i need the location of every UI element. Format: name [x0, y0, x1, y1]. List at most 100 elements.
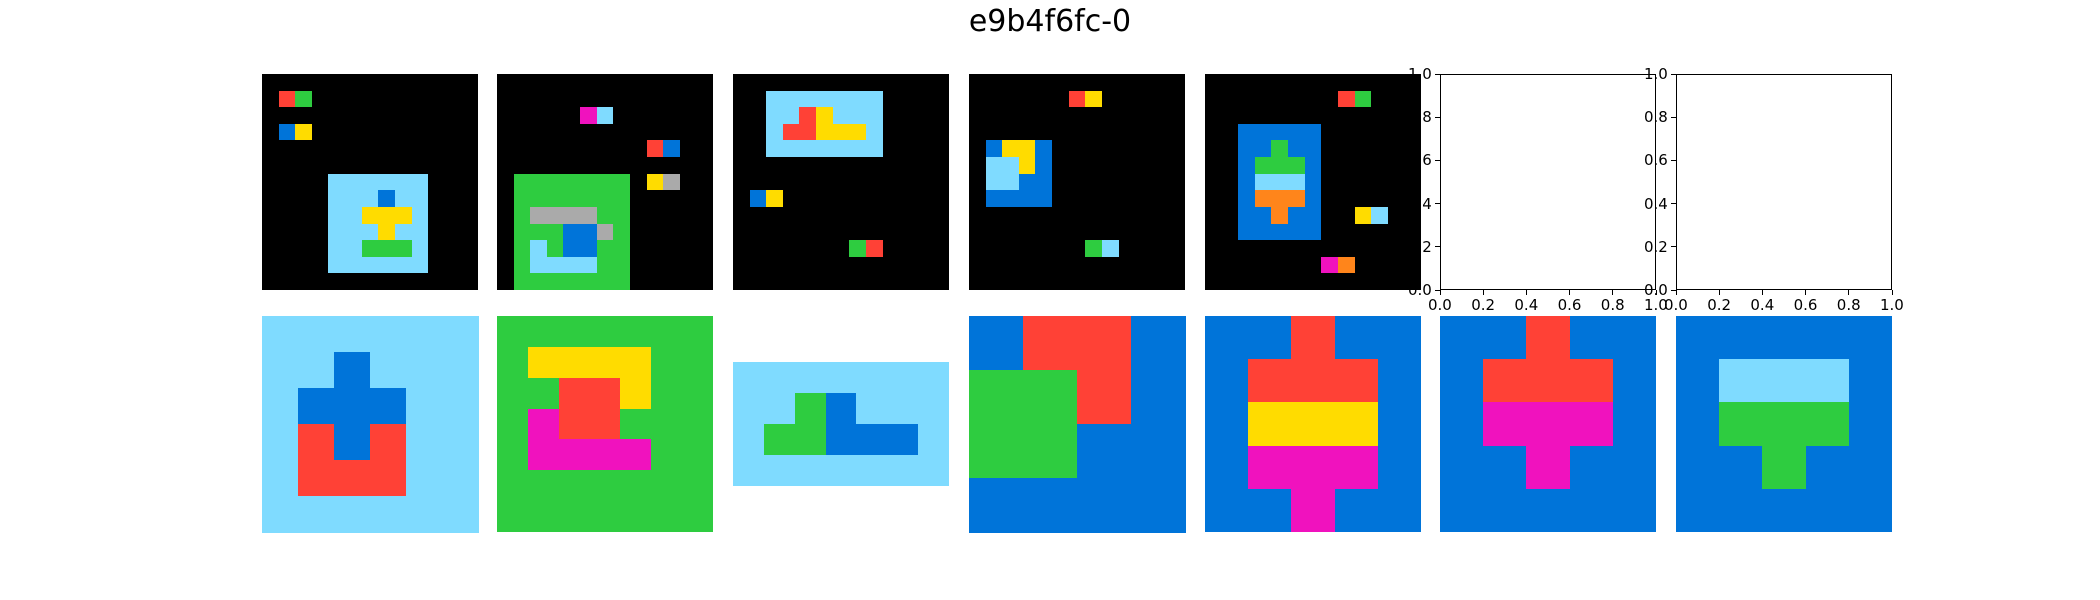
y-tick-mark: [1671, 159, 1676, 161]
grid-cell: [546, 140, 564, 158]
grid-cell: [1135, 123, 1153, 141]
grid-cell: [442, 388, 479, 425]
grid-cell: [1221, 107, 1239, 125]
grid-cell: [985, 240, 1003, 258]
grid-cell: [311, 256, 329, 274]
grid-cell: [985, 157, 1003, 175]
grid-cell: [394, 140, 413, 158]
grid-cell: [733, 362, 765, 394]
grid-cell: [589, 377, 621, 410]
grid-cell: [1805, 488, 1850, 533]
grid-cell: [832, 123, 850, 141]
grid-cell: [596, 190, 614, 208]
grid-cell: [887, 393, 919, 425]
grid-cell: [378, 240, 396, 258]
grid-cell: [428, 256, 446, 274]
grid-cell: [915, 256, 933, 274]
output-grid-4: [969, 316, 1186, 533]
grid-cell: [985, 206, 1003, 225]
grid-cell: [295, 173, 313, 191]
grid-cell: [816, 190, 834, 208]
grid-cell: [580, 90, 598, 108]
grid-cell: [1018, 273, 1036, 291]
grid-cell: [849, 223, 867, 241]
grid-cell: [733, 107, 751, 125]
grid-cell: [298, 388, 335, 425]
grid-cell: [596, 107, 614, 125]
grid-cell: [849, 240, 867, 258]
grid-cell: [882, 123, 900, 141]
grid-cell: [733, 423, 765, 456]
grid-cell: [394, 107, 413, 125]
grid-cell: [932, 273, 950, 291]
grid-cell: [1271, 273, 1289, 291]
x-tick-mark: [1439, 290, 1441, 295]
y-tick-label: 0.4: [1644, 194, 1668, 213]
grid-cell: [1002, 173, 1020, 191]
grid-cell: [679, 90, 697, 108]
grid-cell: [527, 439, 560, 471]
grid-cell: [733, 173, 751, 191]
grid-cell: [1404, 90, 1422, 108]
grid-cell: [1288, 157, 1306, 175]
grid-cell: [1135, 90, 1153, 108]
output-grid-5: [1205, 316, 1422, 533]
grid-cell: [411, 157, 429, 175]
grid-cell: [1052, 173, 1070, 191]
x-tick-mark: [1525, 290, 1527, 295]
grid-cell: [629, 123, 648, 141]
grid-cell: [1085, 123, 1103, 141]
grid-cell: [832, 157, 850, 175]
grid-cell: [1035, 256, 1053, 274]
grid-cell: [1271, 90, 1289, 108]
grid-cell: [378, 190, 396, 208]
grid-cell: [1334, 402, 1379, 447]
grid-cell: [378, 273, 396, 291]
y-tick-mark: [1435, 73, 1440, 75]
x-tick-label: 0.6: [1557, 296, 1582, 314]
grid-cell: [882, 206, 900, 225]
grid-cell: [1238, 74, 1256, 92]
grid-cell: [361, 223, 379, 241]
grid-cell: [816, 74, 834, 92]
grid-cell: [899, 90, 917, 108]
grid-cell: [825, 423, 857, 456]
grid-cell: [1612, 316, 1657, 360]
grid-cell: [589, 346, 621, 379]
grid-cell: [1035, 173, 1053, 191]
grid-cell: [832, 273, 850, 291]
grid-cell: [1118, 223, 1136, 241]
grid-cell: [620, 377, 652, 410]
grid-cell: [1321, 107, 1339, 125]
grid-cell: [799, 240, 817, 258]
grid-cell: [763, 454, 796, 487]
grid-cell: [444, 223, 462, 241]
grid-cell: [278, 74, 296, 92]
grid-cell: [932, 206, 950, 225]
grid-cell: [766, 90, 784, 108]
grid-cell: [620, 408, 652, 440]
grid-cell: [328, 140, 346, 158]
grid-cell: [461, 206, 479, 225]
x-tick-mark: [1891, 290, 1893, 295]
grid-cell: [497, 140, 515, 158]
grid-cell: [1002, 74, 1020, 92]
grid-cell: [1018, 123, 1036, 141]
grid-cell: [679, 123, 697, 141]
grid-cell: [394, 273, 413, 291]
grid-cell: [915, 123, 933, 141]
grid-cell: [328, 206, 346, 225]
grid-cell: [646, 173, 664, 191]
grid-cell: [563, 173, 581, 191]
grid-cell: [1371, 190, 1389, 208]
grid-cell: [1085, 140, 1103, 158]
grid-cell: [1271, 140, 1289, 158]
grid-cell: [298, 460, 335, 497]
grid-cell: [1354, 123, 1372, 141]
grid-cell: [558, 470, 591, 502]
grid-cell: [262, 173, 280, 191]
grid-cell: [733, 206, 751, 225]
grid-cell: [733, 74, 751, 92]
grid-cell: [1254, 123, 1272, 141]
y-tick-mark: [1671, 73, 1676, 75]
